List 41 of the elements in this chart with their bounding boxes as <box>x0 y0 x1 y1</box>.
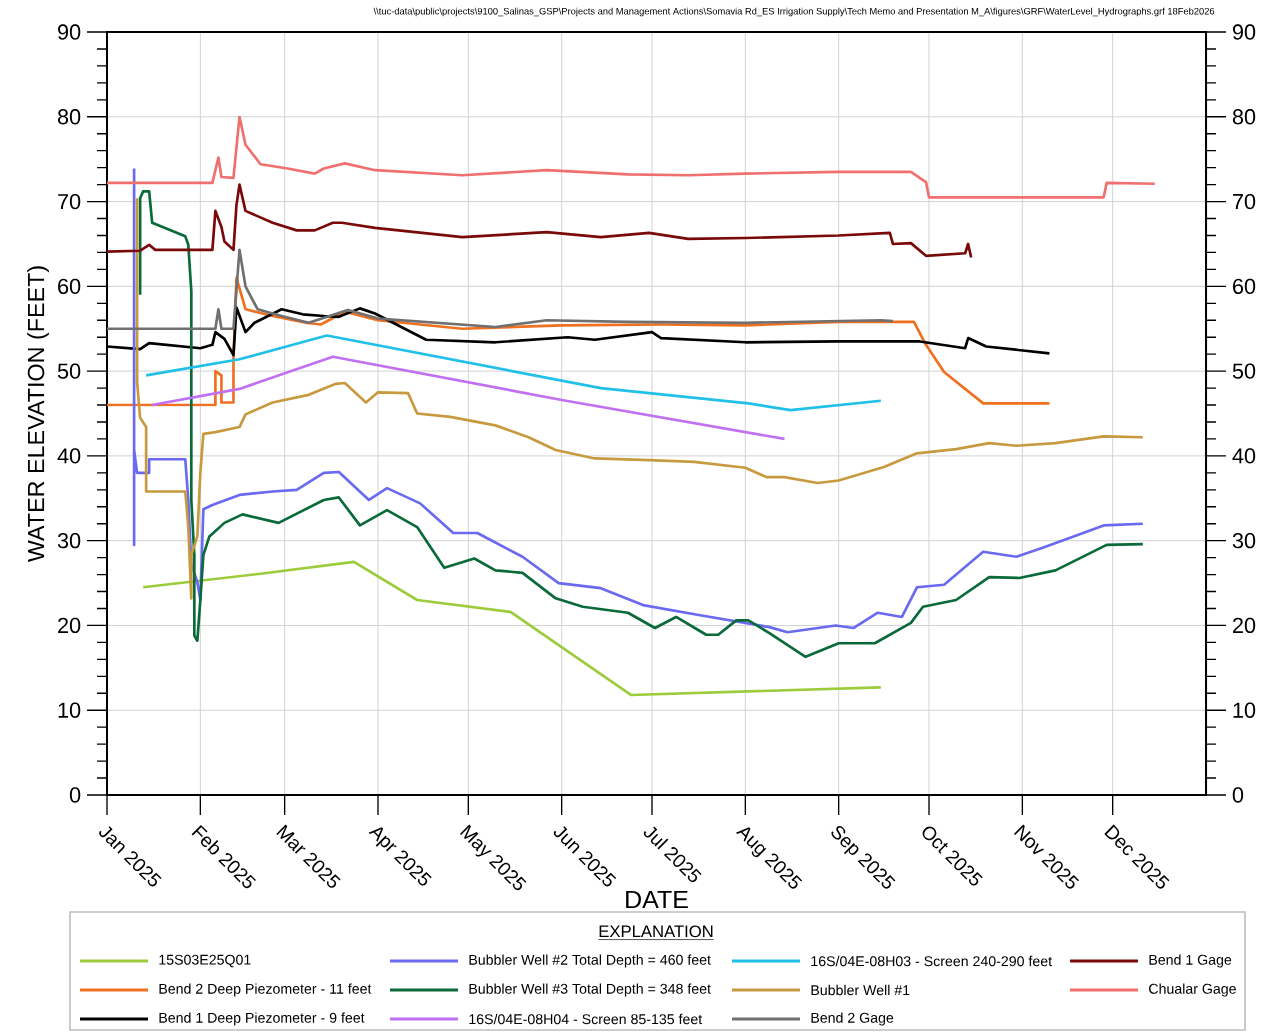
y2-tick-label: 60 <box>1233 278 1256 295</box>
y-tick-label: 70 <box>58 193 81 210</box>
line-series <box>107 183 973 259</box>
y2-tick-label: 90 <box>1232 24 1256 40</box>
legend-label: 15S03E25Q01 <box>159 954 251 968</box>
y2-tick-label: 40 <box>1232 448 1256 464</box>
legend-label: Bend 1 Deep Piezometer - 9 feet <box>159 1012 365 1026</box>
legend-label: Bend 2 Deep Piezometer - 11 feet <box>159 983 372 997</box>
y2-tick-label: 10 <box>1233 702 1256 718</box>
legend-label: 16S/04E-08H04 - Screen 85-135 feet <box>469 1013 703 1025</box>
y-tick-label: 30 <box>57 532 81 549</box>
y-tick-label: 10 <box>58 702 81 718</box>
y-tick-label: 40 <box>57 448 81 464</box>
y2-tick-label: 30 <box>1232 532 1256 549</box>
legend-label: Bubbler Well #3 Total Depth = 348 feet <box>469 983 711 997</box>
line-series <box>150 355 786 441</box>
legend-label: Bubbler Well #1 <box>811 984 910 996</box>
line-series <box>107 248 895 331</box>
y-axis-title: WATER ELEVATION (FEET) <box>27 266 49 563</box>
y2-tick-label: 50 <box>1232 363 1256 379</box>
legend-label: 16S/04E-08H03 - Screen 240-290 feet <box>811 955 1052 967</box>
y2-tick-label: 80 <box>1232 109 1256 125</box>
y2-tick-label: 70 <box>1233 193 1256 210</box>
text: \\tuc-data\public\projects\9100_Salinas_GSP\Projects and Management Actions\Somavia Rd_ES Irrigation Supply\Tech Memo and Presentation M_A\figures\GRF\WaterLevel_Hydrographs.grf 18Feb2026 <box>373 7 1215 17</box>
y2-tick-label: 20 <box>1233 617 1256 634</box>
y2-tick-label: 0 <box>1232 787 1244 803</box>
line-series <box>144 334 883 412</box>
y-tick-label: 20 <box>58 617 81 634</box>
y-tick-label: 80 <box>57 109 81 125</box>
y-tick-label: 60 <box>58 278 81 295</box>
legend-label: Bend 2 Gage <box>811 1012 894 1026</box>
line-series <box>141 560 883 697</box>
y-tick-label: 90 <box>58 24 81 40</box>
legend-label: Chualar Gage <box>1149 983 1236 997</box>
y-tick-label: 0 <box>69 787 81 803</box>
line-series <box>107 115 1157 199</box>
x-axis-title: DATE <box>626 890 688 909</box>
legend-label: Bend 1 Gage <box>1149 954 1232 968</box>
legend-title: EXPLANATION <box>599 925 713 938</box>
legend-label: Bubbler Well #2 Total Depth = 460 feet <box>469 954 711 968</box>
y-tick-label: 50 <box>57 363 81 379</box>
